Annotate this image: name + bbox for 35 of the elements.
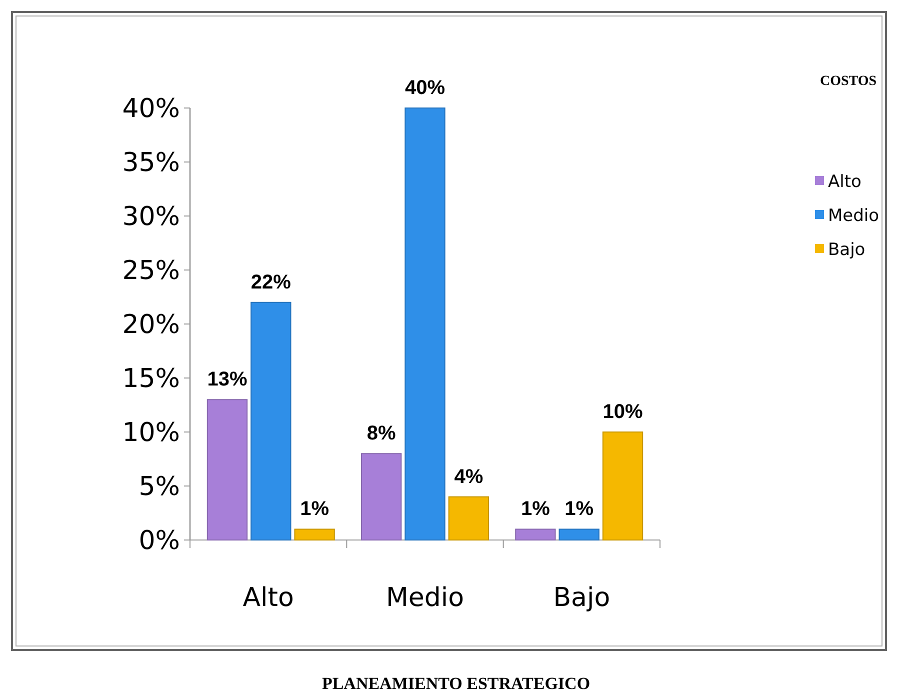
y-tick-label: 40%: [122, 94, 180, 124]
legend-title: COSTOS: [820, 74, 877, 89]
bar: [404, 108, 446, 540]
x-tick-label: Alto: [242, 583, 294, 614]
bar: [361, 453, 402, 540]
y-tick-label: 30%: [122, 202, 180, 232]
x-tick-label: Bajo: [553, 583, 610, 614]
x-tick-label: Medio: [386, 583, 464, 614]
data-label: 8%: [366, 422, 396, 445]
data-label: 1%: [300, 498, 330, 520]
y-tick-label: 15%: [122, 364, 180, 394]
data-label: 40%: [404, 77, 446, 99]
legend-label: Bajo: [828, 240, 866, 260]
data-label: 22%: [250, 271, 292, 294]
data-label: 1%: [520, 498, 550, 520]
bar: [448, 496, 489, 540]
data-label: 10%: [602, 401, 643, 423]
bar: [206, 399, 248, 540]
text: PLANEAMIENTO ESTRATEGICO: [322, 674, 590, 693]
y-tick-label: 0%: [138, 526, 180, 556]
y-tick-label: 5%: [138, 472, 180, 502]
data-label: 4%: [454, 466, 484, 488]
y-tick-label: 25%: [122, 256, 180, 286]
bar: [558, 528, 600, 540]
y-tick-label: 35%: [122, 148, 180, 178]
bar: [515, 528, 556, 540]
y-tick-label: 20%: [122, 310, 180, 340]
y-tick-label: 10%: [122, 418, 180, 448]
data-label: 13%: [207, 368, 248, 391]
legend-label: Medio: [828, 206, 880, 226]
data-label: 1%: [564, 498, 594, 520]
bar: [250, 302, 292, 540]
legend-label: Alto: [828, 172, 862, 192]
bar: [294, 528, 335, 540]
bar: [602, 432, 644, 540]
